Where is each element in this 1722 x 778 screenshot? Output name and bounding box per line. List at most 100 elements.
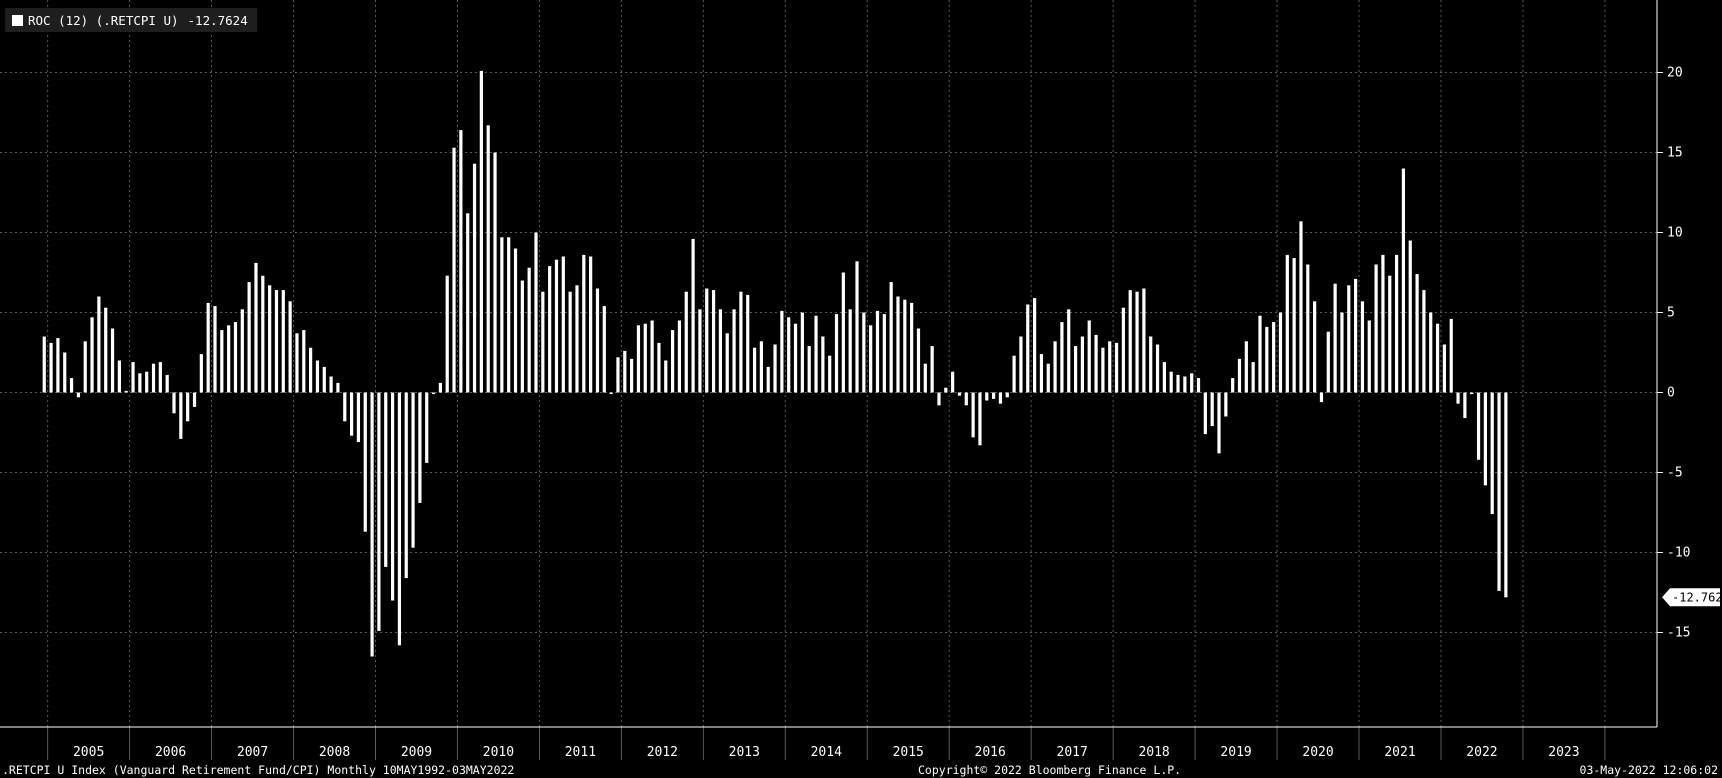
bar [49, 342, 53, 393]
bar [636, 325, 641, 393]
bar [1285, 254, 1289, 393]
year-label: 2023 [1548, 745, 1579, 760]
bar [657, 342, 661, 393]
bar [561, 256, 565, 393]
legend-value: -12.7624 [187, 12, 248, 28]
bar [787, 317, 791, 393]
bar [1244, 341, 1248, 393]
bar [889, 282, 893, 393]
bar [1231, 378, 1235, 393]
bar [322, 366, 326, 393]
bar [971, 392, 975, 438]
bar [500, 237, 504, 393]
bar [1354, 278, 1358, 393]
bar [951, 371, 955, 393]
legend-label: ROC (12) (.RETCPI U) [28, 12, 179, 28]
bar [896, 296, 900, 393]
bar [1101, 347, 1105, 393]
bar [1060, 322, 1064, 393]
bar [1449, 318, 1453, 393]
bar [609, 392, 613, 395]
bar [1299, 221, 1303, 393]
bar [329, 376, 333, 393]
bar [732, 309, 736, 393]
bar [493, 152, 497, 393]
bar [295, 333, 299, 393]
bar [711, 290, 716, 393]
bar [1333, 283, 1337, 393]
bar [1504, 392, 1508, 598]
bar [773, 344, 777, 393]
bar [431, 392, 436, 395]
bar [739, 291, 743, 393]
bar [1367, 320, 1371, 393]
bar [1033, 298, 1037, 393]
bar [1135, 291, 1139, 393]
bar [1476, 392, 1481, 460]
y-tick-label: 0 [1667, 386, 1675, 401]
bar [1073, 346, 1078, 393]
bar [903, 299, 907, 393]
bar [513, 248, 518, 393]
bar [671, 330, 675, 393]
bar [718, 309, 723, 393]
bar [1381, 254, 1385, 393]
bar [1142, 288, 1146, 393]
bar [1162, 362, 1166, 393]
bar [548, 266, 552, 393]
bar [138, 373, 142, 393]
bar [746, 294, 750, 393]
bar [1456, 392, 1460, 404]
bar [274, 290, 279, 393]
bar [404, 392, 408, 579]
bar [985, 392, 989, 401]
bar [1224, 392, 1228, 417]
y-tick-label: 20 [1667, 66, 1683, 81]
bar [1306, 264, 1310, 393]
bar [145, 371, 149, 393]
bar [725, 333, 729, 393]
legend-swatch [12, 14, 23, 26]
bar [1408, 240, 1412, 393]
bar [568, 291, 572, 393]
bar [923, 363, 927, 393]
bar [281, 290, 285, 393]
bar [1087, 320, 1091, 393]
y-tick-label: 10 [1667, 226, 1683, 241]
bar [206, 302, 210, 393]
bar [855, 261, 859, 393]
bar [1340, 312, 1344, 393]
bar [595, 288, 600, 393]
bar [1183, 376, 1187, 393]
bar [978, 392, 982, 446]
bar [356, 392, 361, 443]
bar [527, 267, 531, 393]
bar [828, 355, 832, 393]
bar [759, 341, 763, 393]
bar [1374, 264, 1378, 393]
bar [97, 296, 101, 393]
y-tick-label: -10 [1667, 546, 1690, 561]
bar [998, 392, 1003, 404]
bar [384, 392, 388, 567]
bar [213, 306, 217, 393]
bar [83, 341, 87, 393]
bar [1278, 312, 1283, 393]
bar [63, 352, 67, 393]
bar [630, 358, 634, 393]
year-label: 2015 [893, 745, 924, 760]
bar [821, 336, 825, 393]
bar [1292, 258, 1296, 393]
bar [1121, 307, 1125, 393]
bar [575, 285, 579, 393]
bar [438, 382, 442, 393]
bar [1394, 254, 1399, 393]
bar [541, 291, 545, 393]
bar [1067, 309, 1071, 393]
bar [1190, 373, 1194, 393]
bar [466, 213, 470, 393]
year-label: 2011 [565, 745, 596, 760]
bar [1237, 358, 1242, 393]
year-label: 2006 [155, 745, 186, 760]
bar [117, 360, 121, 393]
